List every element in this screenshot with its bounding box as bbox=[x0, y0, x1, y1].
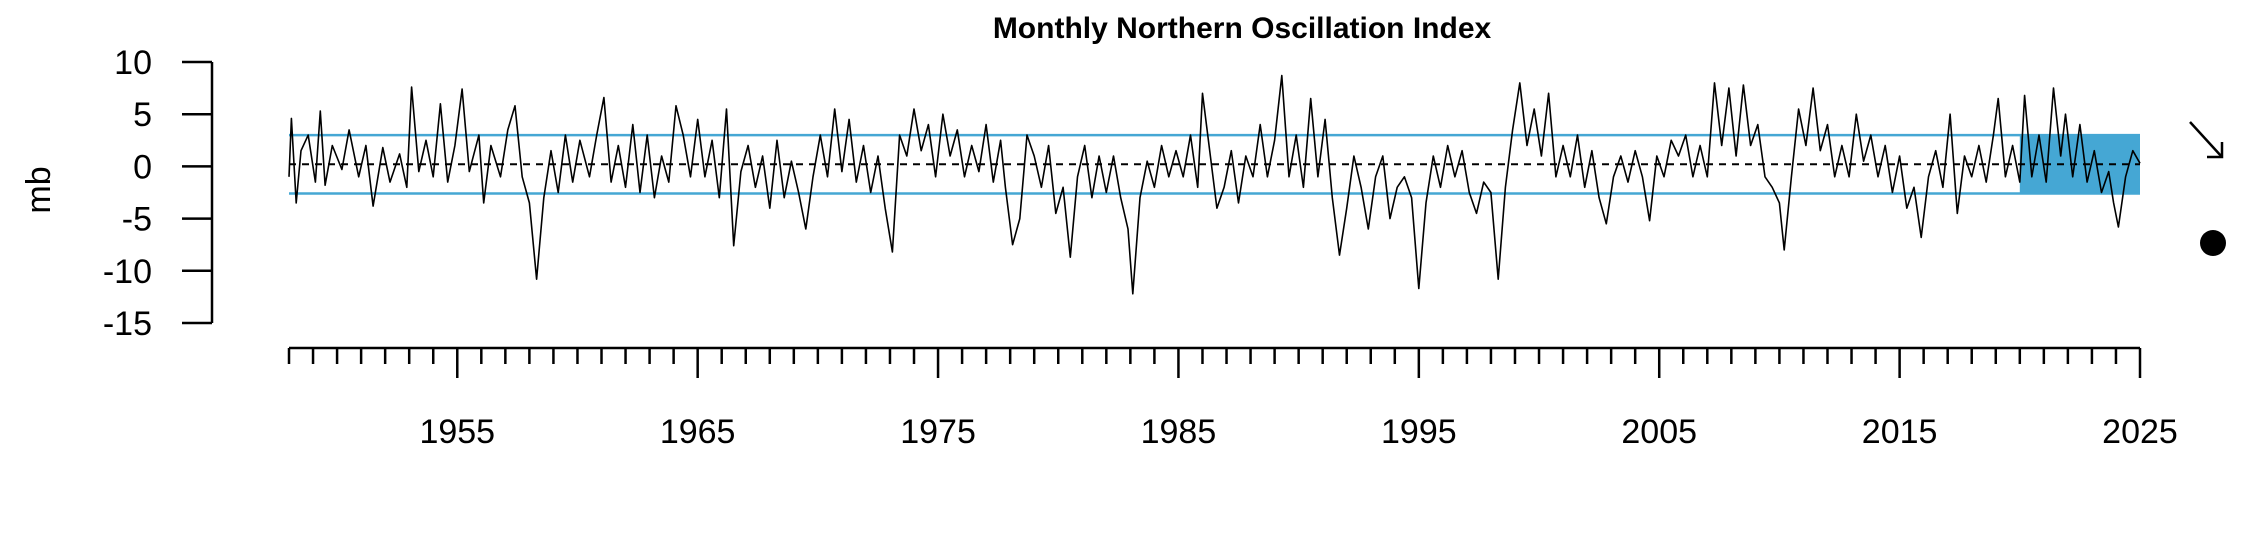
chart-title: Monthly Northern Oscillation Index bbox=[993, 12, 1492, 45]
y-tick-label: 0 bbox=[133, 148, 152, 186]
plot-area: 10 5 0 -5 -10 -15 1955 1965 1975 1985 1995 2005 2015… bbox=[103, 44, 2226, 451]
trend-arrow-icon bbox=[2189, 121, 2223, 158]
y-axis-label: mb bbox=[20, 166, 58, 213]
y-tick-label: 5 bbox=[133, 96, 152, 134]
x-tick-label: 2015 bbox=[1862, 413, 1938, 451]
status-dot-icon bbox=[2200, 230, 2226, 256]
x-tick-label: 1995 bbox=[1381, 413, 1457, 451]
x-tick-label: 1975 bbox=[900, 413, 976, 451]
y-tick-label: -5 bbox=[122, 201, 152, 239]
y-tick-label: -15 bbox=[103, 305, 152, 343]
x-tick-label: 1985 bbox=[1141, 413, 1217, 451]
x-tick-label: 2005 bbox=[1621, 413, 1697, 451]
y-tick-label: -10 bbox=[103, 253, 152, 291]
x-tick-label: 1965 bbox=[660, 413, 736, 451]
y-tick-label: 10 bbox=[114, 44, 152, 82]
series-line bbox=[288, 74, 2141, 295]
x-tick-label: 1955 bbox=[419, 413, 495, 451]
x-tick-label: 2025 bbox=[2102, 413, 2178, 451]
trend-arrow-head-icon bbox=[2207, 142, 2224, 159]
